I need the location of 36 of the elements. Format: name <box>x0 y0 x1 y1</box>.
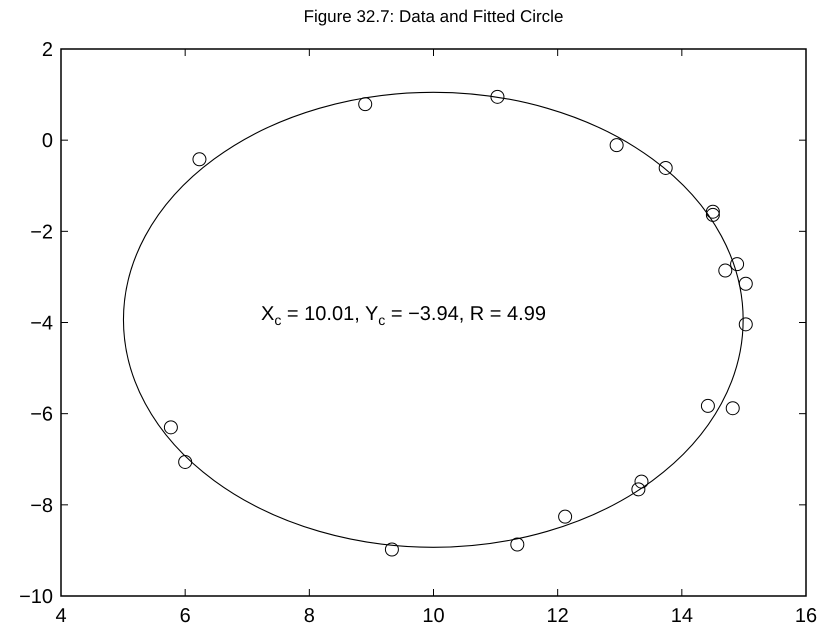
y-tick-label: −10 <box>19 586 53 608</box>
point <box>164 420 178 434</box>
y-tick-label: 0 <box>42 130 53 152</box>
point <box>631 482 646 496</box>
x-tick-label: 10 <box>422 605 445 627</box>
y-tick-label: −6 <box>30 404 53 426</box>
point <box>738 276 753 291</box>
point <box>358 97 372 112</box>
x-tick-label: 4 <box>55 605 67 627</box>
point <box>738 317 753 332</box>
point <box>610 138 624 152</box>
point <box>192 152 206 166</box>
point <box>384 542 399 556</box>
point <box>718 264 732 278</box>
annotation: X$_{c}$ = 10.01, Y$_{c}$ = −3.94, R = 4.99 <box>261 302 546 328</box>
chart-title: Figure 32.7: Data and Fitted Circle <box>304 7 564 26</box>
point <box>706 204 720 219</box>
point <box>558 510 572 524</box>
point <box>510 538 524 552</box>
x-tick-label: 14 <box>670 605 693 627</box>
y-tick-label: 2 <box>42 39 53 61</box>
x-tick-label: 12 <box>546 605 569 627</box>
point <box>178 455 192 469</box>
point <box>726 401 740 416</box>
y-tick-label: −2 <box>30 221 53 244</box>
point <box>730 257 744 272</box>
x-tick-label: 8 <box>304 605 315 627</box>
y-tick-label: −4 <box>30 312 53 334</box>
point <box>706 208 720 222</box>
y-tick-label: −8 <box>30 494 53 517</box>
point <box>634 474 648 489</box>
point <box>700 398 715 413</box>
point <box>658 160 673 175</box>
x-tick-label: 16 <box>794 605 818 627</box>
point <box>490 90 504 104</box>
x-tick-label: 6 <box>180 605 191 627</box>
